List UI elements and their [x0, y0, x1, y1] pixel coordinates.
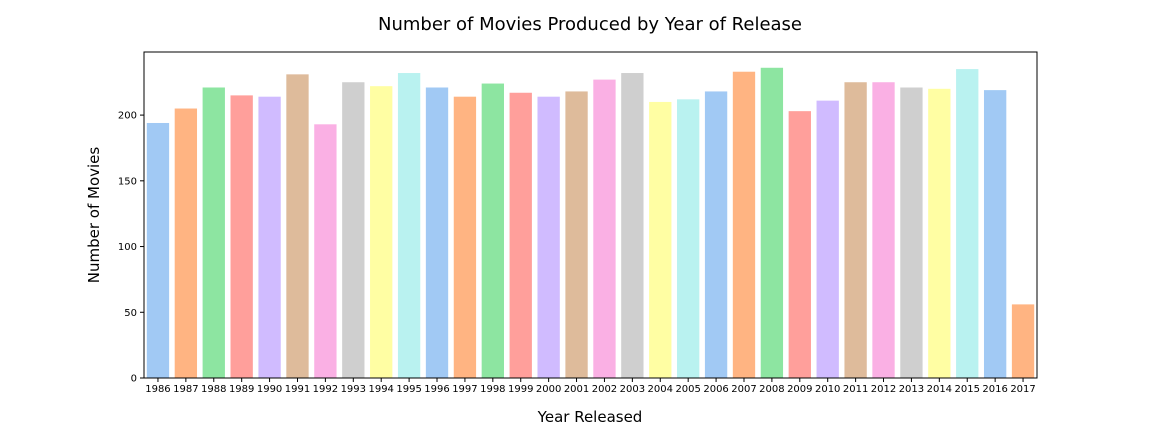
bar-1988	[202, 87, 225, 378]
x-tick-label-2014: 2014	[927, 384, 952, 395]
bar-1987	[174, 108, 198, 378]
bar-2004	[649, 101, 672, 379]
x-tick-label-2017: 2017	[1010, 384, 1035, 395]
x-tick-label-2003: 2003	[620, 384, 645, 395]
x-tick-label-2005: 2005	[675, 384, 700, 395]
x-tick-label-1999: 1999	[508, 384, 533, 395]
x-tick-label-2015: 2015	[955, 384, 980, 395]
x-tick-label-2006: 2006	[703, 384, 728, 395]
bar-2003	[621, 73, 644, 378]
bar-2001	[565, 91, 588, 378]
x-tick-label-2016: 2016	[982, 384, 1007, 395]
y-tick-label: 100	[118, 242, 137, 253]
x-tick-label-2002: 2002	[592, 384, 617, 395]
bar-1989	[230, 95, 253, 379]
x-tick-label-1992: 1992	[313, 384, 338, 395]
bar-2015	[956, 69, 979, 378]
bar-1999	[509, 92, 532, 378]
y-axis-label: Number of Movies	[85, 147, 103, 284]
x-tick-label-1986: 1986	[145, 384, 170, 395]
bar-2011	[844, 82, 867, 378]
bar-2007	[732, 71, 756, 378]
x-tick-label-2001: 2001	[564, 384, 589, 395]
x-axis: 1986 1987 1988 1989 1990 1991 1992 1993 1994 1995…	[145, 378, 1036, 395]
bar-1994	[370, 86, 393, 378]
bar-2017	[1011, 304, 1035, 378]
bar-2005	[677, 99, 700, 379]
x-axis-label: Year Released	[537, 408, 643, 426]
bar-2012	[872, 82, 895, 378]
bar-2016	[983, 90, 1007, 378]
bar-2013	[900, 87, 923, 378]
plot-frame	[143, 51, 1038, 379]
x-tick-label-1989: 1989	[229, 384, 254, 395]
chart-title: Number of Movies Produced by Year of Rel…	[378, 14, 802, 35]
bar-1997	[453, 96, 477, 379]
x-tick-label-2004: 2004	[648, 384, 673, 395]
x-tick-label-1991: 1991	[285, 384, 310, 395]
x-tick-label-1988: 1988	[201, 384, 226, 395]
bar-2006	[704, 91, 728, 378]
bar-2000	[537, 96, 560, 379]
x-tick-label-2012: 2012	[871, 384, 896, 395]
bar-1996	[425, 87, 449, 378]
y-tick-label: 150	[118, 176, 137, 187]
y-tick-label: 50	[124, 308, 137, 319]
x-tick-label-2010: 2010	[815, 384, 840, 395]
bar-2009	[788, 111, 811, 378]
x-tick-label-1993: 1993	[341, 384, 366, 395]
y-tick-label: 200	[118, 111, 137, 122]
bar-1991	[286, 74, 309, 378]
x-tick-label-1987: 1987	[173, 384, 198, 395]
bar-1995	[397, 73, 421, 378]
x-tick-label-2011: 2011	[843, 384, 868, 395]
x-tick-label-1994: 1994	[368, 384, 393, 395]
x-tick-label-1995: 1995	[396, 384, 421, 395]
bar-1993	[342, 82, 365, 378]
x-tick-label-1998: 1998	[480, 384, 505, 395]
x-tick-label-1996: 1996	[424, 384, 449, 395]
y-axis: 0 50 100 150 200	[118, 111, 144, 385]
bar-2008	[760, 67, 784, 378]
bars-group	[146, 67, 1035, 379]
x-tick-label-2000: 2000	[536, 384, 561, 395]
x-tick-label-1997: 1997	[452, 384, 477, 395]
x-tick-label-2007: 2007	[731, 384, 756, 395]
bar-1992	[314, 124, 337, 378]
bar-1990	[258, 96, 281, 379]
bar-2002	[593, 79, 616, 379]
x-tick-label-2013: 2013	[899, 384, 924, 395]
x-tick-label-1990: 1990	[257, 384, 282, 395]
bar-2014	[928, 88, 951, 378]
x-tick-label-2009: 2009	[787, 384, 812, 395]
y-tick-label: 0	[131, 374, 137, 385]
bar-2010	[816, 100, 839, 379]
x-tick-label-2008: 2008	[759, 384, 784, 395]
bar-1986	[146, 122, 170, 378]
bar-1998	[481, 83, 504, 378]
